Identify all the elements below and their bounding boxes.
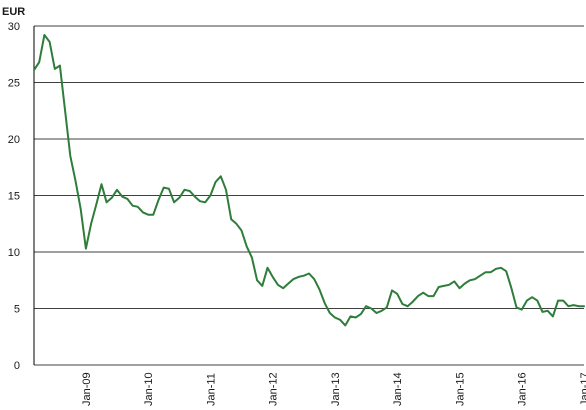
y-tick-label: 20	[8, 134, 20, 146]
x-tick-label: Jan-11	[205, 373, 217, 406]
y-tick-label: 25	[8, 78, 20, 90]
y-tick-labels: 0 5 10 15 20 25 30	[8, 21, 20, 372]
y-tick-label: 5	[14, 304, 20, 316]
y-tick-label: 30	[8, 21, 20, 33]
x-tick-label: Jan-17	[579, 372, 586, 406]
x-tick-label: Jan-12	[268, 372, 280, 406]
y-axis-unit-label: EUR	[2, 6, 25, 18]
x-tick-label: Jan-14	[392, 372, 404, 406]
series-layer	[33, 34, 585, 327]
x-tick-label: Jan-13	[330, 372, 342, 406]
y-tick-label: 0	[14, 360, 20, 372]
x-tick-label: Jan-10	[143, 372, 155, 406]
x-tick-labels: Jan-09 Jan-10 Jan-11 Jan-12 Jan-13 Jan-14 Jan-…	[81, 372, 586, 406]
gridlines	[33, 25, 584, 366]
y-tick-label: 15	[8, 191, 20, 203]
series-line-0	[33, 34, 585, 327]
x-tick-label: Jan-09	[81, 372, 93, 406]
y-tick-label: 10	[8, 247, 20, 259]
x-tick-label: Jan-15	[454, 372, 466, 406]
x-tick-label: Jan-16	[517, 372, 529, 406]
